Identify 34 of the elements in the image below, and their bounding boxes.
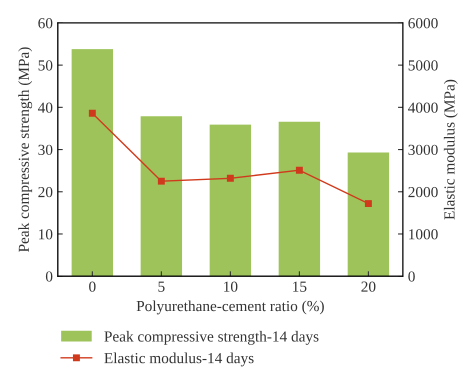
- legend-label: Elastic modulus-14 days: [104, 352, 254, 366]
- y-tick-label: 30: [38, 144, 52, 156]
- y2-tick-label: 0: [408, 271, 415, 282]
- y-axis-title: Peak compressive strength (MPa): [18, 47, 32, 252]
- bar: [278, 122, 320, 276]
- y-tick-label: 0: [46, 271, 52, 282]
- point: [158, 178, 165, 185]
- y2-tick-label: 6000: [408, 18, 438, 28]
- bar: [348, 152, 390, 276]
- x-tick-label: 20: [361, 281, 376, 292]
- point: [296, 166, 303, 174]
- point: [88, 110, 96, 117]
- x-tick-label: 5: [158, 282, 165, 292]
- y2-tick-label: 3000: [408, 144, 438, 156]
- bar: [210, 124, 252, 276]
- x-tick-label: 10: [224, 281, 238, 292]
- legend-label: Peak compressive strength-14 days: [104, 330, 318, 345]
- x-tick-label: 0: [89, 281, 96, 292]
- y2-tick-label: 5000: [408, 60, 438, 71]
- bar: [140, 116, 182, 276]
- y2-tick-label: 1000: [409, 229, 438, 240]
- x-tick-label: 15: [293, 282, 306, 292]
- point: [226, 174, 234, 182]
- y2-tick-label: 2000: [408, 186, 438, 198]
- point: [364, 200, 372, 208]
- y2-axis-title: Elastic modulus (MPa): [444, 80, 458, 220]
- y-tick-label: 60: [38, 18, 52, 28]
- x-axis-title: Polyurethane-cement ratio (%): [136, 300, 324, 314]
- y-tick-label: 10: [39, 229, 52, 240]
- y-tick-label: 20: [38, 186, 52, 198]
- y2-tick-label: 4000: [408, 102, 438, 113]
- bar: [72, 49, 114, 276]
- y-tick-label: 40: [38, 102, 52, 113]
- y-tick-label: 50: [38, 60, 52, 71]
